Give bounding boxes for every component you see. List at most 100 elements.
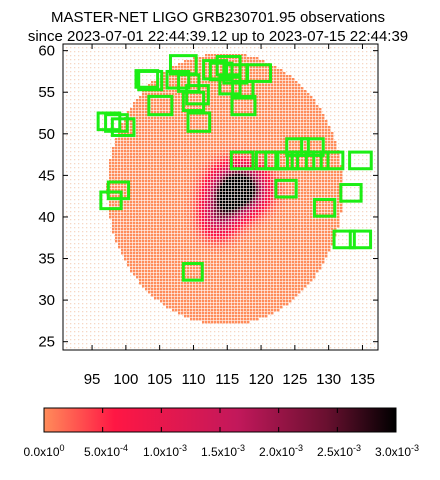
sky-grid-dot — [186, 219, 188, 221]
sky-grid-dot — [90, 119, 92, 121]
sky-grid-dot — [122, 239, 124, 241]
sky-grid-dot — [94, 47, 96, 49]
sky-grid-dot — [78, 67, 80, 69]
sky-grid-dot — [70, 227, 72, 229]
sky-grid-dot — [66, 83, 68, 85]
sky-grid-dot — [274, 107, 276, 109]
sky-grid-dot — [174, 83, 176, 85]
sky-grid-dot — [98, 243, 100, 245]
sky-grid-dot — [82, 183, 84, 185]
sky-grid-dot — [186, 211, 188, 213]
sky-grid-dot — [270, 119, 272, 121]
sky-grid-dot — [114, 291, 116, 293]
sky-grid-dot — [258, 131, 260, 133]
sky-grid-dot — [102, 251, 104, 253]
sky-grid-dot — [190, 239, 192, 241]
sky-grid-dot — [186, 315, 188, 317]
sky-grid-dot — [126, 107, 128, 109]
sky-grid-dot — [302, 227, 304, 229]
sky-grid-dot — [138, 119, 140, 121]
sky-grid-dot — [110, 83, 112, 85]
sky-grid-dot — [274, 239, 276, 241]
sky-grid-dot — [186, 319, 188, 321]
sky-grid-dot — [258, 123, 260, 125]
sky-grid-dot — [110, 47, 112, 49]
sky-grid-dot — [154, 47, 156, 49]
sky-grid-dot — [318, 327, 320, 329]
sky-grid-dot — [130, 311, 132, 313]
sky-grid-dot — [118, 287, 120, 289]
sky-grid-dot — [90, 135, 92, 137]
sky-grid-dot — [262, 311, 264, 313]
sky-grid-dot — [82, 151, 84, 153]
sky-grid-dot — [150, 307, 152, 309]
sky-grid-dot — [126, 55, 128, 57]
sky-grid-dot — [122, 71, 124, 73]
sky-grid-dot — [82, 83, 84, 85]
sky-grid-dot — [94, 339, 96, 341]
sky-grid-dot — [242, 275, 244, 277]
sky-grid-dot — [122, 331, 124, 333]
sky-grid-dot — [118, 279, 120, 281]
sky-grid-dot — [70, 335, 72, 337]
sky-grid-dot — [150, 259, 152, 261]
sky-grid-dot — [142, 339, 144, 341]
sky-grid-dot — [158, 107, 160, 109]
sky-grid-dot — [282, 263, 284, 265]
sky-grid-dot — [70, 243, 72, 245]
sky-grid-dot — [150, 63, 152, 65]
sky-grid-dot — [90, 299, 92, 301]
sky-grid-dot — [290, 95, 292, 97]
sky-grid-dot — [138, 135, 140, 137]
sky-grid-dot — [98, 83, 100, 85]
sky-grid-dot — [318, 239, 320, 241]
sky-grid-dot — [254, 59, 256, 61]
sky-grid-dot — [246, 207, 248, 209]
sky-grid-dot — [166, 203, 168, 205]
sky-grid-dot — [82, 339, 84, 341]
sky-grid-dot — [182, 83, 184, 85]
sky-grid-dot — [118, 71, 120, 73]
sky-grid-dot — [262, 299, 264, 301]
sky-grid-dot — [250, 239, 252, 241]
sky-grid-dot — [214, 327, 216, 329]
sky-grid-dot — [282, 335, 284, 337]
sky-grid-dot — [198, 231, 200, 233]
sky-grid-dot — [258, 303, 260, 305]
sky-grid-dot — [94, 139, 96, 141]
sky-grid-dot — [222, 307, 224, 309]
sky-grid-dot — [302, 291, 304, 293]
sky-grid-dot — [102, 107, 104, 109]
sky-grid-dot — [262, 191, 264, 193]
sky-grid-dot — [246, 295, 248, 297]
sky-grid-dot — [70, 163, 72, 165]
sky-grid-dot — [98, 183, 100, 185]
sky-grid-dot — [302, 55, 304, 57]
sky-grid-dot — [166, 311, 168, 313]
sky-grid-dot — [110, 243, 112, 245]
sky-grid-dot — [138, 123, 140, 125]
sky-grid-dot — [162, 247, 164, 249]
sky-grid-dot — [162, 59, 164, 61]
sky-grid-dot — [134, 179, 136, 181]
sky-grid-dot — [318, 319, 320, 321]
sky-grid-dot — [70, 155, 72, 157]
sky-grid-dot — [146, 331, 148, 333]
sky-grid-dot — [82, 319, 84, 321]
sky-grid-dot — [218, 155, 220, 157]
sky-grid-dot — [318, 231, 320, 233]
sky-grid-dot — [70, 331, 72, 333]
sky-grid-dot — [106, 291, 108, 293]
sky-grid-dot — [90, 251, 92, 253]
sky-grid-dot — [186, 251, 188, 253]
sky-grid-dot — [162, 319, 164, 321]
sky-grid-dot — [162, 331, 164, 333]
sky-grid-dot — [102, 91, 104, 93]
sky-grid-dot — [310, 59, 312, 61]
sky-grid-dot — [294, 259, 296, 261]
sky-grid-dot — [238, 215, 240, 217]
sky-grid-dot — [154, 275, 156, 277]
sky-grid-dot — [130, 75, 132, 77]
sky-grid-dot — [198, 187, 200, 189]
sky-grid-dot — [150, 139, 152, 141]
